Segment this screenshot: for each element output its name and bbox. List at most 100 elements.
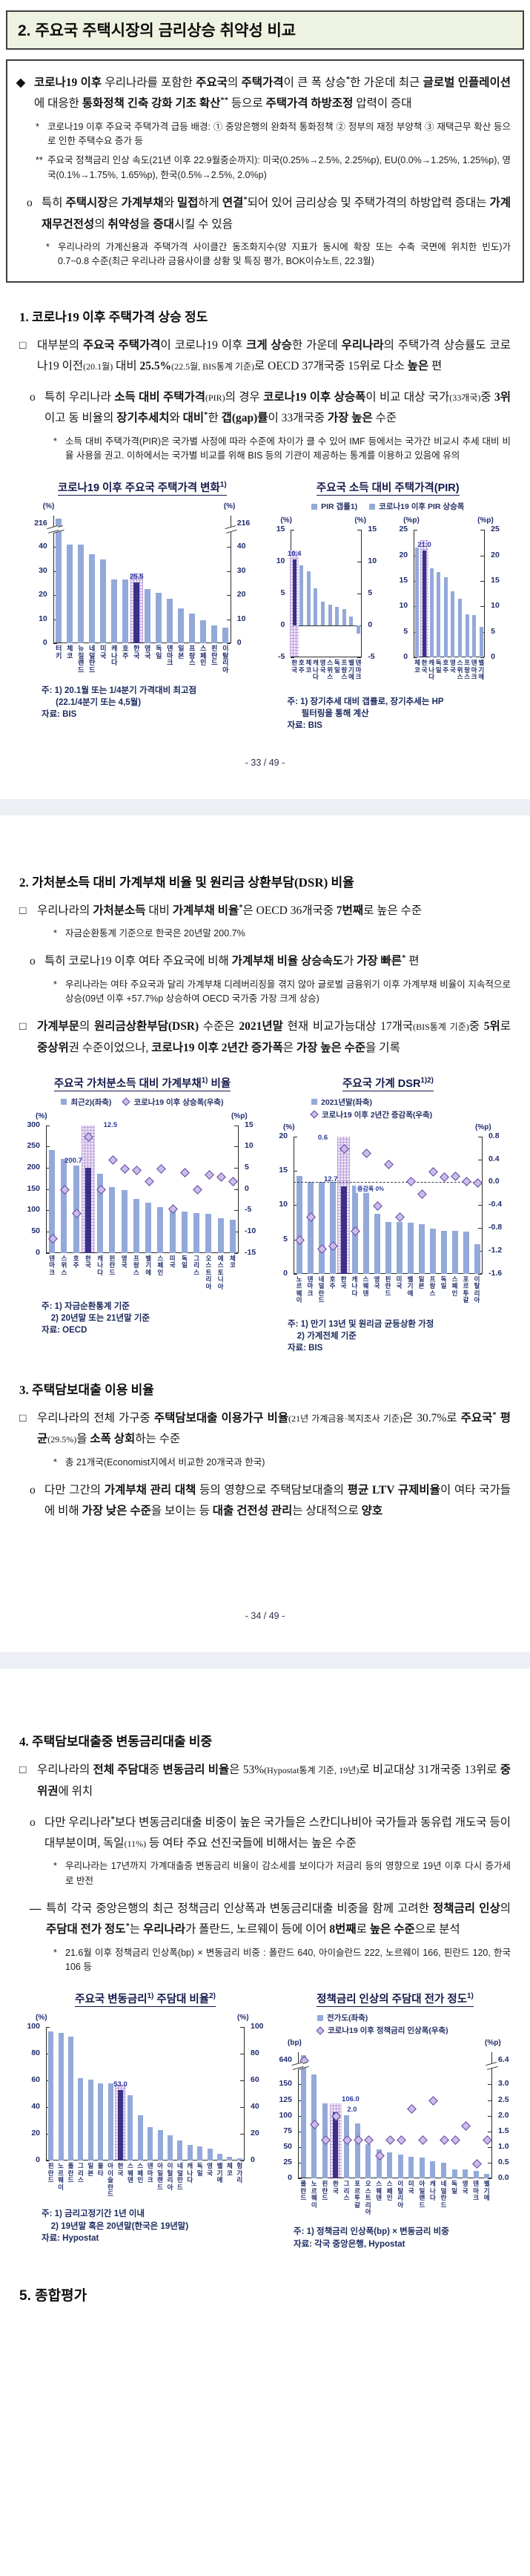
- bar-value-label: 21.0: [417, 540, 431, 549]
- body-paragraph: — 특히 각국 중앙은행의 최근 정책금리 인상폭과 변동금리대출 비중을 함께…: [19, 1899, 511, 1941]
- category-label: 노 르 웨 이: [58, 2162, 64, 2191]
- bar-체코: [227, 2157, 233, 2161]
- category-label: 스 페 인: [386, 2180, 393, 2202]
- broken-axis-top-label: 216: [34, 519, 47, 528]
- summary-subtext: 특히 주택시장은 가계부채와 밀접하게 연결*되어 있어 금리상승 및 주택가격…: [42, 196, 511, 231]
- tick-mark: [226, 547, 231, 548]
- chart-title: 주요국 가처분소득 대비 가계부채1) 비율: [53, 1076, 231, 1091]
- bar-캐나다: [97, 1173, 104, 1253]
- tick-mark: [298, 2178, 302, 2180]
- body-paragraph: □ 우리나라의 전체 주담대중 변동금리 비율은 53%(Hypostat통계 …: [19, 1760, 511, 1801]
- footnote: * 우리나라는 17년까지 가계대출중 변동금리 비율이 감소세를 보이다가 저…: [53, 1859, 511, 1888]
- category-label: 스 페 인: [137, 2162, 144, 2184]
- legend-label: 코로나19 이후 2년간 증감폭(우축): [322, 1110, 433, 1120]
- chart-note: 주: 1) 20.1월 또는 1/4분기 가격대비 최고점 (22.1/4분기 …: [42, 685, 265, 720]
- category-label: 한 국: [291, 659, 298, 674]
- category-label: 스 페 인: [451, 1275, 458, 1297]
- bar-그리스: [344, 2115, 349, 2179]
- tick-mark: [46, 1168, 50, 1169]
- tick-mark: [46, 2080, 50, 2082]
- category-label: 덴 마 크: [147, 2162, 153, 2184]
- left-tick-label: 5: [283, 1234, 288, 1243]
- category-label: 체 코: [226, 2162, 233, 2177]
- left-tick-label: 10: [276, 556, 285, 566]
- bar-핀란드: [211, 625, 218, 644]
- left-tick-label: 20: [39, 590, 47, 599]
- right-tick-label: 0.0: [498, 2173, 509, 2183]
- section-5-heading: 5. 종합평가: [19, 2287, 87, 2304]
- bar-독일: [335, 607, 339, 626]
- plot-area: [414, 530, 486, 658]
- right-tick-label: 2.0: [498, 2110, 509, 2120]
- bar-호주: [329, 1181, 336, 1274]
- right-tick-label: 0.8: [488, 1131, 500, 1140]
- bar-한국: [333, 2112, 339, 2179]
- category-label: 덴 마 크: [307, 1275, 314, 1297]
- tick-mark: [240, 2134, 244, 2135]
- tick-mark: [294, 1171, 297, 1172]
- diamond-legend-icon: [316, 2026, 325, 2035]
- category-label: 핀 란 드: [385, 1275, 391, 1297]
- left-tick-label: 0: [283, 1268, 288, 1278]
- left-tick-label: 50: [31, 1226, 40, 1236]
- square-legend-icon: [311, 503, 318, 510]
- body-text: 우리나라의 가처분소득 대비 가계부채 비율*은 OECD 36개국중 7번째로…: [37, 903, 423, 917]
- right-tick-label: -15: [245, 1247, 256, 1257]
- left-axis-unit: (%): [36, 1111, 47, 1120]
- category-label: 아 일 랜 드: [419, 2180, 425, 2209]
- tick-mark: [53, 571, 57, 572]
- note-line: 주: 1) 만기 13년 및 원리금 균등상환 가정: [288, 1319, 434, 1329]
- footnote-text: 주요국 정책금리 인상 속도(21년 이후 22.9월중순까지): 미국(0.2…: [47, 155, 511, 180]
- legend-item: 2021년말(좌축): [311, 1097, 511, 1108]
- paragraph-marker: o: [27, 197, 33, 210]
- right-axis-unit: (%p): [485, 2039, 501, 2048]
- category-label: 영 국: [207, 2162, 213, 2177]
- broken-axis-top-label: 216: [236, 519, 251, 528]
- tick-mark: [480, 581, 485, 582]
- category-label: 체 코: [305, 659, 312, 674]
- left-tick-label: 150: [27, 1183, 40, 1193]
- tick-mark: [480, 606, 485, 608]
- left-tick-label: 125: [279, 2094, 292, 2104]
- left-tick-label: 25: [399, 525, 408, 534]
- right-tick-label: -1.6: [488, 1268, 503, 1278]
- right-axis-unit: (%): [354, 516, 366, 525]
- square-legend-icon: [61, 1099, 67, 1105]
- bar-덴마크: [472, 615, 477, 658]
- category-label: 한 국: [117, 2162, 124, 2177]
- tick-mark: [478, 1228, 482, 1229]
- category-label: 스 페 인: [200, 645, 207, 667]
- category-label: 영 국: [145, 645, 151, 660]
- footnote: * 우리나라는 여타 주요국과 달리 가계부채 디레버리징을 겪지 않아 글로벌…: [53, 978, 511, 1007]
- diamond-value-label: 12.5: [103, 1121, 118, 1130]
- chart-title: 코로나19 이후 주요국 주택가격 변화1): [57, 481, 227, 496]
- bar-이탈리아: [474, 1244, 480, 1274]
- footnote: * 코로나19 이후 주요국 주택가격 급등 배경: ① 중앙은행의 완화적 통…: [36, 120, 511, 149]
- bar-이탈리아: [397, 2155, 403, 2179]
- tick-mark: [478, 1250, 482, 1252]
- bar-스페인: [200, 620, 207, 644]
- left-tick-label: 100: [279, 2110, 292, 2120]
- right-axis-unit: (%): [223, 502, 236, 511]
- category-label: 캐 나 다: [351, 1275, 358, 1297]
- bar-그리스: [193, 1213, 200, 1253]
- left-tick-label: 20: [399, 550, 408, 559]
- note-line: 자료: BIS: [288, 1343, 323, 1353]
- right-tick-label: 2.5: [498, 2094, 509, 2104]
- category-label: 벨 기 에: [407, 1275, 414, 1297]
- tick-mark: [488, 2084, 491, 2086]
- page-separator: [0, 1652, 530, 1669]
- note-line: 주: 1) 금리고정기간 1년 이내: [42, 2209, 145, 2219]
- chart-legend: PIR 갭률1) 코로나19 이후 PIR 상승폭: [265, 501, 511, 513]
- note-line: 2) 19년말 혹은 20년말(한국은 19년말): [42, 2221, 189, 2231]
- legend-label: 2021년말(좌축): [321, 1097, 372, 1107]
- category-label: 체 코: [67, 645, 73, 660]
- category-label: 독 일: [156, 645, 162, 660]
- bar-체코: [415, 548, 420, 658]
- tick-mark: [488, 2100, 491, 2101]
- left-axis-unit: (%): [280, 516, 292, 525]
- paragraph-marker: o: [30, 1484, 36, 1496]
- bar-캐나다: [314, 588, 318, 626]
- chart-variable-rate-share: 주요국 변동금리1) 주담대 비율2) 0 20 40 60 80 100 0 20 40 60 8…: [19, 1991, 271, 2250]
